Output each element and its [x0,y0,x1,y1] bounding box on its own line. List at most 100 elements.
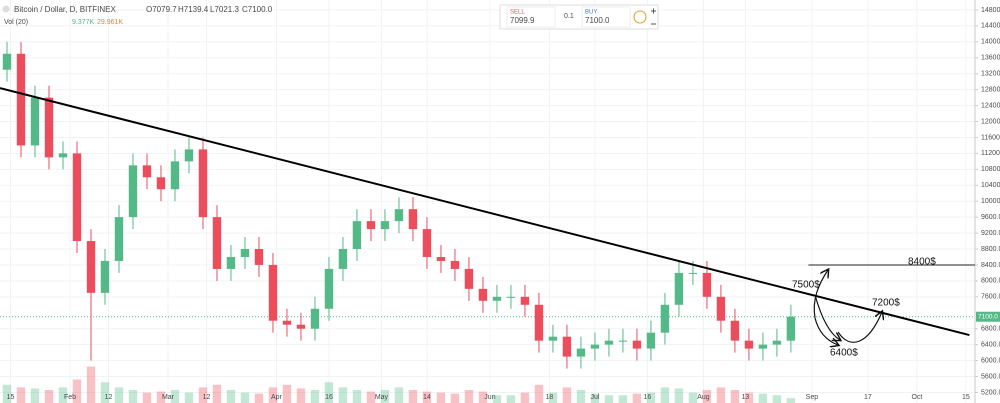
currency-icon[interactable] [633,10,647,24]
volume-bar [464,390,474,403]
volume-bar [86,366,96,403]
x-tick-label: 17 [864,394,872,401]
x-tick-label: Apr [271,394,283,401]
x-tick-label: 12 [203,394,211,401]
zoom-buttons[interactable] [651,8,656,25]
volume-bar [352,390,362,403]
volume-bar [422,391,432,403]
x-tick-label: Mar [162,394,175,401]
candle-body [296,324,306,329]
candle-body [422,229,432,257]
candle-body [44,97,54,158]
ohlc-low: L7021.3 [210,5,239,14]
annotation: 8400$ [908,257,936,268]
x-tick-label: 16 [325,394,333,401]
candle-body [688,272,698,274]
y-tick-label: 6400.0 [981,341,1000,348]
candle-body [562,336,572,357]
sell-price: 7099.9 [510,16,535,25]
x-tick-label: Jul [590,394,599,401]
trade-widget: SELL 7099.9 0.1 BUY 7100.0 [499,4,659,30]
volume-bar [226,390,236,403]
candle-body [772,340,782,345]
candle-body [646,332,656,349]
candle-body [240,249,250,257]
spread: 0.1 [564,13,574,20]
volume-bar [492,395,502,403]
candle-body [604,340,614,345]
symbol-title: Bitcoin / Dollar, D, BITFINEX [14,5,116,14]
volume-title: Vol (20) [4,19,28,26]
volume-bar [282,384,292,403]
volume-bar [128,390,138,403]
drawings: 8400$ 7500$ 7200$ 6400$ [0,87,975,359]
candle-body [702,272,712,297]
volume-value: 9.377K [72,19,95,26]
candle-body [366,221,376,230]
volume-bar [72,379,82,403]
annotation: 7200$ [872,298,900,309]
candle-body [660,304,670,333]
volume-bar [366,391,376,403]
candle-body [170,161,180,190]
volume-bar [450,393,460,403]
volume-bar [576,390,586,403]
y-tick-label: 8800.0 [981,246,1000,253]
candle-body [478,288,488,301]
volume-bar [772,395,782,403]
volume-bar [394,387,404,403]
candle-body [142,165,152,178]
x-tick-label: Aug [697,394,710,401]
candle-body [268,264,278,321]
y-tick-label: 14400.0 [981,23,1000,30]
volume-bar [310,390,320,403]
sell-button[interactable] [506,6,556,28]
candle-body [282,320,292,325]
volume-bar [408,390,418,403]
y-tick-label: 5600.0 [981,373,1000,380]
annotation: 7500$ [792,280,820,291]
y-tick-label: 10800.0 [981,166,1000,173]
y-tick-label: 8000.0 [981,278,1000,285]
buy-label: BUY [585,10,597,16]
candle-body [744,340,754,349]
y-tick-label: 14800.0 [981,7,1000,14]
x-tick-label: 15 [7,394,15,401]
y-tick-label: 5200.0 [981,389,1000,396]
candle-body [436,256,446,261]
volume-bar [506,395,516,403]
volume-bar [436,392,446,403]
volume-bar [688,392,698,403]
volume-bar [786,398,796,403]
y-tick-label: 11200.0 [981,150,1000,157]
candle-body [730,320,740,341]
buy-price: 7100.0 [585,16,610,25]
candle-body [184,149,194,162]
candle-body [394,209,404,222]
y-tick-label: 13600.0 [981,55,1000,62]
volume-bar [142,392,152,403]
x-tick-label: Feb [64,394,76,401]
x-tick-label: 12 [105,394,113,401]
x-tick-label: 14 [423,394,431,401]
candle-body [338,249,348,269]
price-pane [2,41,796,369]
x-tick-label: 18 [546,394,554,401]
volume-bar [618,395,628,403]
volume-bar [268,387,278,403]
y-tick-label: 10000.0 [981,198,1000,205]
volume-bar [632,393,642,403]
candle-body [590,344,600,349]
buy-button[interactable] [581,6,631,28]
volume-bar [170,390,180,403]
last-price-tag [976,311,1000,322]
candle-body [30,97,40,146]
volume-bar [590,393,600,403]
candle-body [674,272,684,305]
volume-bar [254,393,264,403]
y-tick-label: 9200.0 [981,230,1000,237]
candle-body [786,316,796,341]
volume-bar [16,387,26,403]
y-tick-label: 12800.0 [981,86,1000,93]
